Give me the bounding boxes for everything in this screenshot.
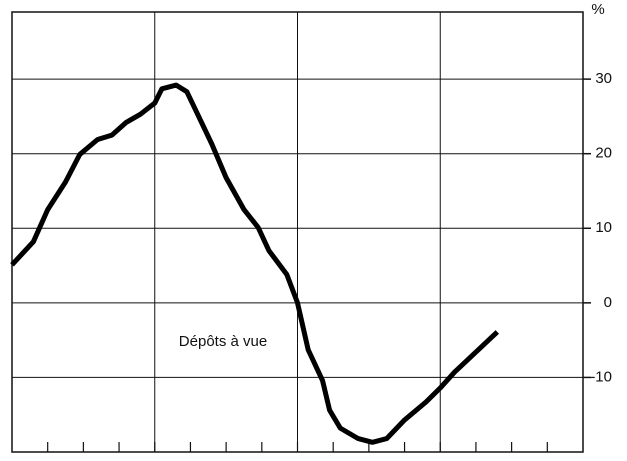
annotation: Dépôts à vue: [179, 333, 267, 350]
y-tick-label: 10: [595, 219, 612, 236]
y-tick-label: 30: [595, 70, 612, 87]
y-tick-label: 0: [604, 294, 612, 311]
y-tick-label: -10: [590, 368, 612, 385]
y-unit: %: [591, 1, 604, 18]
data-line: [10, 82, 500, 445]
y-tick-label: 20: [595, 145, 612, 162]
